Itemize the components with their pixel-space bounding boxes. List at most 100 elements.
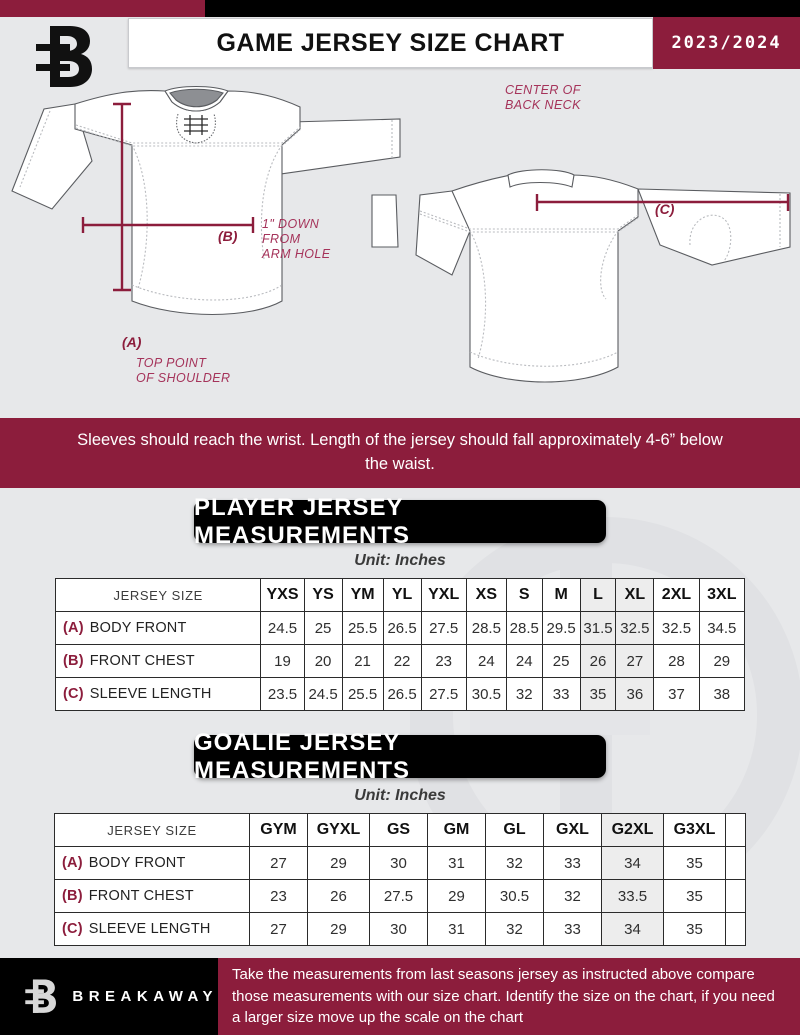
size-label-header: JERSEY SIZE — [54, 813, 250, 847]
measurement-cell: 32.5 — [653, 611, 700, 645]
measurement-row-label: (A) BODY FRONT — [54, 611, 262, 645]
measurement-cell: 32 — [505, 677, 543, 711]
measurement-cell: 27.5 — [420, 611, 467, 645]
measurement-cell: 19 — [260, 644, 305, 678]
measurement-cell: 35 — [663, 879, 726, 913]
measurement-cell: 28.5 — [465, 611, 507, 645]
goalie-jersey-section: GOALIE JERSEY MEASUREMENTS Unit: Inches … — [0, 723, 800, 958]
footer-brand: BREAKAWAY — [0, 958, 218, 1035]
measurement-cell: 28.5 — [505, 611, 543, 645]
top-strip-maroon — [0, 0, 205, 17]
measurement-cell: 27.5 — [420, 677, 467, 711]
measurement-cell: 35 — [663, 912, 726, 946]
measurement-cell: 30 — [369, 912, 428, 946]
measurement-cell: 26 — [579, 644, 617, 678]
page-title: GAME JERSEY SIZE CHART — [216, 28, 565, 57]
size-column-header: GS — [369, 813, 428, 847]
size-column-header: GYXL — [307, 813, 370, 847]
measurement-cell: 29 — [307, 912, 370, 946]
measurement-cell: 36 — [615, 677, 655, 711]
measurement-cell: 24.5 — [303, 677, 343, 711]
measurement-cell: 33.5 — [601, 879, 664, 913]
callout-c-tag: (C) — [655, 201, 675, 217]
top-color-strip — [0, 0, 800, 17]
measurement-tag: (B) — [63, 653, 84, 669]
size-column-header: S — [505, 578, 543, 612]
measurement-cell: 27 — [615, 644, 655, 678]
measurement-cell: 27 — [249, 912, 308, 946]
size-column-header: G2XL — [601, 813, 664, 847]
measurement-cell: 29 — [307, 846, 370, 880]
measurement-cell: 34 — [601, 846, 664, 880]
table-row: (B) FRONT CHEST 23 26 27.5 29 30.5 32 33.5 35 — [54, 879, 746, 913]
measurement-cell: 34 — [601, 912, 664, 946]
table-row: (A) BODY FRONT 24.5 25 25.5 26.5 27.5 28.5 28.5 2… — [54, 611, 746, 645]
fit-note-text: Sleeves should reach the wrist. Length o… — [77, 431, 723, 473]
measurement-cell: 32 — [543, 879, 602, 913]
size-column-header: M — [541, 578, 581, 612]
measurement-row-label: (A) BODY FRONT — [54, 846, 250, 880]
measurement-cell — [725, 846, 746, 880]
callout-b-tag: (B) — [218, 228, 238, 244]
measurement-row-label: (B) FRONT CHEST — [54, 879, 250, 913]
callout-a-tag: (A) — [122, 334, 142, 350]
page-footer: BREAKAWAY Take the measurements from las… — [0, 958, 800, 1035]
measurement-cell: 29 — [698, 644, 746, 678]
footer-instructions-panel: Take the measurements from last seasons … — [218, 958, 800, 1035]
size-column-header: XL — [615, 578, 655, 612]
measurement-cell: 21 — [341, 644, 384, 678]
callout-b-line2: FROM — [262, 232, 301, 246]
goalie-unit-label: Unit: Inches — [354, 787, 446, 804]
measurement-cell: 26.5 — [382, 677, 422, 711]
goalie-section-heading: GOALIE JERSEY MEASUREMENTS — [194, 729, 606, 784]
measurement-row-label: (C) SLEEVE LENGTH — [54, 912, 250, 946]
player-size-table: JERSEY SIZE YXS YS YM YL YXL XS S M L XL 2XL 3XL (A)… — [54, 578, 746, 711]
measurement-tag: (C) — [62, 921, 83, 937]
table-row: (C) SLEEVE LENGTH 27 29 30 31 32 33 34 35 — [54, 912, 746, 946]
measurement-cell: 28 — [653, 644, 700, 678]
measurement-cell: 29.5 — [541, 611, 581, 645]
measurement-cell: 31 — [427, 846, 486, 880]
measurement-cell: 23 — [420, 644, 467, 678]
measurement-cell: 38 — [698, 677, 746, 711]
measurement-cell: 33 — [543, 912, 602, 946]
measurement-cell: 33 — [541, 677, 581, 711]
goalie-table-header-row: JERSEY SIZE GYM GYXL GS GM GL GXL G2XL G3XL — [54, 813, 746, 847]
callout-a-line1: TOP POINT — [136, 356, 207, 370]
measurement-cell: 23.5 — [260, 677, 305, 711]
size-column-header: YL — [382, 578, 422, 612]
player-table-header-row: JERSEY SIZE YXS YS YM YL YXL XS S M L XL 2XL 3XL — [54, 578, 746, 612]
back-neck-label-line2: BACK NECK — [505, 98, 581, 112]
size-column-header: YM — [341, 578, 384, 612]
size-column-header: 3XL — [698, 578, 746, 612]
measurement-cell: 24 — [465, 644, 507, 678]
title-box: GAME JERSEY SIZE CHART — [128, 18, 653, 68]
callout-b-line1: 1" DOWN — [262, 217, 320, 231]
size-column-header — [725, 813, 746, 847]
measurement-cell: 32.5 — [615, 611, 655, 645]
player-section-heading-text: PLAYER JERSEY MEASUREMENTS — [194, 493, 411, 549]
measurement-cell: 32 — [485, 912, 544, 946]
callout-a-line2: OF SHOULDER — [136, 371, 230, 385]
measurement-cell: 22 — [382, 644, 422, 678]
measurement-row-label: (B) FRONT CHEST — [54, 644, 262, 678]
size-column-header: G3XL — [663, 813, 726, 847]
breakaway-b-logo-icon-footer — [25, 978, 56, 1013]
size-column-header: YXL — [420, 578, 467, 612]
callout-b-line3: ARM HOLE — [261, 247, 331, 261]
measurement-cell: 34.5 — [698, 611, 746, 645]
page-header: GAME JERSEY SIZE CHART 2023/2024 — [0, 17, 800, 69]
size-column-header: GYM — [249, 813, 308, 847]
breakaway-b-logo-icon — [36, 26, 92, 87]
jersey-diagrams-svg: (A) TOP POINT OF SHOULDER (B) 1" DOWN FR… — [11, 83, 791, 385]
size-label-header: JERSEY SIZE — [54, 578, 262, 612]
player-unit-label: Unit: Inches — [354, 552, 446, 569]
table-row: (A) BODY FRONT 27 29 30 31 32 33 34 35 — [54, 846, 746, 880]
measurement-cell: 35 — [579, 677, 617, 711]
goalie-section-heading-text: GOALIE JERSEY MEASUREMENTS — [194, 728, 411, 784]
top-strip-black — [205, 0, 800, 17]
size-column-header: L — [579, 578, 617, 612]
measurement-tag: (A) — [63, 620, 84, 636]
jersey-diagram-area: (A) TOP POINT OF SHOULDER (B) 1" DOWN FR… — [0, 69, 800, 418]
measurement-tag: (B) — [62, 888, 83, 904]
